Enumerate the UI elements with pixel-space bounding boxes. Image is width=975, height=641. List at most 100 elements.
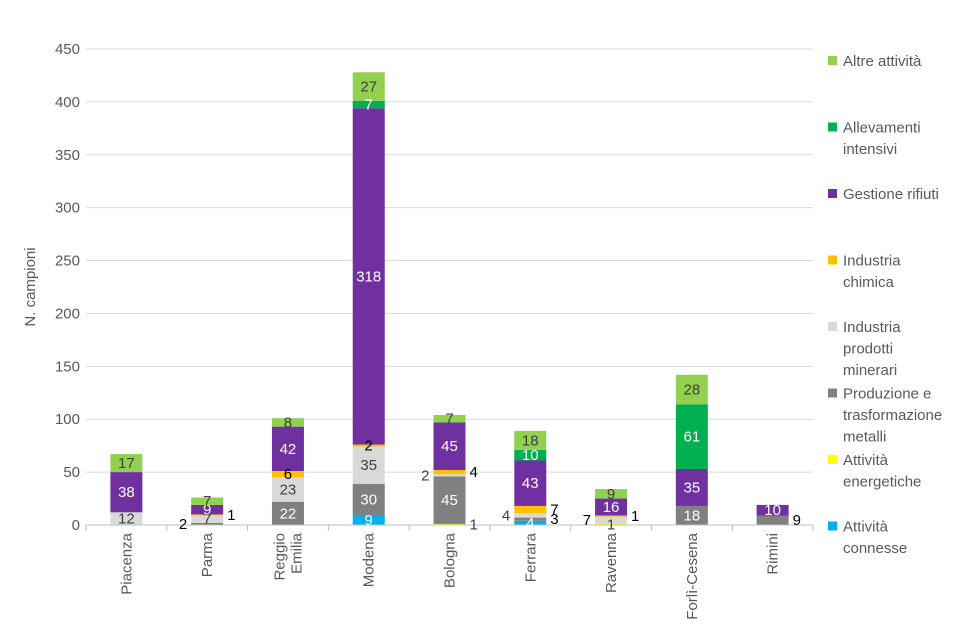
x-category-label-line: Rimini bbox=[765, 533, 782, 575]
data-label: 28 bbox=[683, 382, 700, 399]
bar-ravenna-industria-prodotti-minerari bbox=[595, 516, 628, 524]
data-label: 1 bbox=[470, 516, 478, 533]
bar-parma-produzione-e-trasformazione-metalli bbox=[191, 522, 224, 525]
data-label: 17 bbox=[118, 455, 135, 472]
y-tick-label: 300 bbox=[55, 200, 80, 217]
data-label: 9 bbox=[365, 512, 373, 529]
bar-ferrara-allevamenti-intensivi bbox=[514, 449, 547, 461]
legend-label: Allevamenti bbox=[843, 120, 921, 137]
x-category-label-line: Bologna bbox=[442, 532, 459, 588]
legend-swatch bbox=[828, 189, 837, 198]
bar-bologna-industria-chimica bbox=[433, 469, 466, 475]
legend-label: trasformazione bbox=[843, 407, 942, 424]
legend-swatch bbox=[828, 455, 837, 464]
data-label: 43 bbox=[522, 475, 539, 492]
bar-ferrara-produzione-e-trasformazione-metalli bbox=[514, 517, 547, 521]
data-label: 45 bbox=[441, 492, 458, 509]
bar-piacenza-altre-attivita bbox=[110, 454, 143, 473]
data-label: 6 bbox=[284, 466, 292, 483]
y-tick-label: 350 bbox=[55, 147, 80, 164]
bar-parma-gestione-rifiuti bbox=[191, 504, 224, 515]
bar-ravenna-attivita-energetiche bbox=[595, 523, 628, 525]
x-category-label: Parma bbox=[199, 532, 216, 577]
bar-reggio-emilia-gestione-rifiuti bbox=[271, 426, 304, 472]
data-label: 7 bbox=[550, 502, 558, 519]
y-tick-label: 400 bbox=[55, 94, 80, 111]
legend: Altre attività Allevamenti intensivi Gestio… bbox=[828, 53, 942, 557]
y-tick-label: 50 bbox=[63, 464, 80, 481]
legend-item-attivita-energetiche: Attività energetiche bbox=[828, 452, 921, 491]
bars bbox=[110, 72, 789, 525]
data-label: 30 bbox=[360, 492, 377, 509]
legend-label: connesse bbox=[843, 540, 907, 557]
legend-label: metalli bbox=[843, 429, 886, 446]
legend-label: Altre attività bbox=[843, 53, 922, 70]
bar-forli-cesena-allevamenti-intensivi bbox=[675, 404, 708, 469]
x-category-label: Bologna bbox=[442, 532, 459, 588]
data-label: 18 bbox=[683, 507, 700, 524]
data-label: 10 bbox=[764, 502, 781, 519]
x-category-label: Modena bbox=[361, 532, 378, 587]
data-label: 9 bbox=[203, 502, 211, 519]
data-label: 7 bbox=[203, 493, 211, 510]
data-label: 3 bbox=[550, 511, 558, 528]
data-label: 27 bbox=[360, 79, 377, 96]
legend-item-altre-attivita: Altre attività bbox=[828, 53, 922, 70]
legend-label: Industria bbox=[843, 253, 901, 270]
legend-item-attivita-connesse: Attività connesse bbox=[828, 519, 907, 557]
y-axis-ticks: 0 50 100 150 200 250 300 350 400 450 bbox=[55, 41, 80, 534]
y-tick-label: 450 bbox=[55, 41, 80, 58]
legend-label: Industria bbox=[843, 319, 901, 336]
legend-swatch bbox=[828, 388, 837, 398]
data-label: 38 bbox=[118, 484, 135, 501]
legend-label: Attività bbox=[843, 519, 889, 536]
legend-item-produzione-e-trasformazione-metalli: Produzione e trasformazione metalli bbox=[828, 386, 942, 446]
data-label: 12 bbox=[118, 511, 135, 528]
legend-label: chimica bbox=[843, 274, 895, 291]
bar-modena-attivita-connesse bbox=[352, 515, 385, 525]
data-label: 23 bbox=[280, 482, 297, 499]
legend-label: Gestione rifiuti bbox=[843, 186, 939, 203]
x-category-label: Piacenza bbox=[118, 532, 135, 594]
data-label: 1 bbox=[607, 516, 615, 533]
data-label: 9 bbox=[793, 512, 801, 529]
y-tick-label: 200 bbox=[55, 305, 80, 322]
bar-ferrara-altre-attivita bbox=[514, 430, 547, 450]
bar-parma-industria-prodotti-minerari bbox=[191, 515, 224, 523]
bar-rimini-gestione-rifiuti bbox=[756, 504, 789, 516]
data-label: 7 bbox=[365, 97, 373, 114]
data-label: 8 bbox=[284, 414, 292, 431]
legend-label: minerari bbox=[843, 362, 897, 379]
legend-label: intensivi bbox=[843, 141, 897, 158]
legend-swatch bbox=[828, 322, 837, 331]
bar-reggio-emilia-industria-prodotti-minerari bbox=[271, 477, 304, 502]
data-label: 35 bbox=[683, 479, 700, 496]
x-category-label-line: Reggio bbox=[271, 533, 288, 581]
bar-ferrara-gestione-rifiuti bbox=[514, 460, 547, 506]
bar-ferrara-attivita-connesse bbox=[514, 520, 547, 525]
legend-label: prodotti bbox=[843, 341, 893, 358]
bar-modena-produzione-e-trasformazione-metalli bbox=[352, 483, 385, 516]
y-tick-label: 250 bbox=[55, 253, 80, 270]
bar-reggio-emilia-industria-chimica bbox=[271, 471, 304, 478]
x-category-label: Ferrara bbox=[522, 532, 539, 582]
data-label: 2 bbox=[421, 467, 429, 484]
data-label: 7 bbox=[583, 512, 591, 529]
data-label: 9 bbox=[607, 486, 615, 503]
bar-parma-altre-attivita bbox=[191, 497, 224, 505]
bar-ferrara-industria-prodotti-minerari bbox=[514, 513, 547, 518]
bar-modena-gestione-rifiuti bbox=[352, 108, 385, 445]
x-category-label-line: Emilia bbox=[288, 532, 305, 573]
data-label: 10 bbox=[522, 447, 539, 464]
bar-forli-cesena-altre-attivita bbox=[675, 374, 708, 405]
legend-swatch bbox=[828, 122, 837, 132]
data-label: 4 bbox=[526, 515, 534, 532]
bar-rimini-produzione-e-trasformazione-metalli bbox=[756, 515, 789, 525]
bar-modena-allevamenti-intensivi bbox=[352, 100, 385, 109]
category-labels: Piacenza Parma Reggio Emilia Modena Bologna Fe… bbox=[118, 532, 781, 619]
x-category-label-line: Parma bbox=[199, 532, 216, 577]
x-category-label-line: Ravenna bbox=[603, 532, 620, 593]
